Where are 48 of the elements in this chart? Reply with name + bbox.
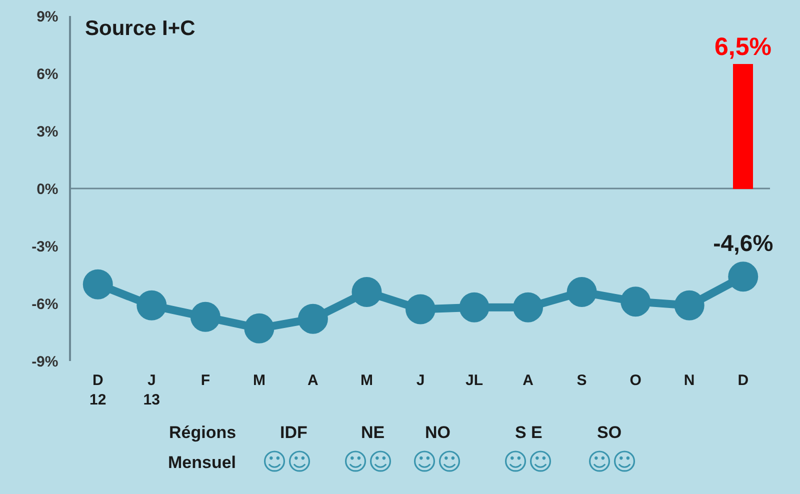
text: Régions	[169, 423, 236, 442]
point	[136, 290, 167, 320]
point	[728, 262, 758, 292]
point	[352, 277, 382, 307]
text: SO	[597, 423, 622, 442]
point	[459, 292, 490, 322]
y-tick-label: 9%	[36, 8, 58, 26]
x-tick-label: O	[630, 372, 642, 389]
point	[566, 277, 597, 307]
point	[513, 292, 544, 322]
point	[674, 290, 704, 320]
text: ☺☺	[343, 448, 394, 476]
x-tick-label: J 13	[143, 372, 160, 408]
x-tick-label: F	[200, 372, 210, 389]
x-tick-label: S	[576, 372, 587, 389]
x-tick-label: JL	[466, 372, 484, 389]
point	[620, 286, 651, 317]
text: ☺☺	[262, 448, 312, 476]
x-tick-label: D 12	[90, 372, 106, 408]
text: IDF	[280, 423, 308, 442]
text: NE	[361, 423, 385, 442]
x-tick-label: M	[360, 372, 373, 389]
y-tick-label: -9%	[32, 353, 58, 370]
y-tick-label: 3%	[36, 123, 58, 140]
annotation: Source I+C	[85, 17, 196, 40]
point	[244, 313, 274, 344]
data-label: -4,6%	[713, 230, 774, 256]
point	[82, 269, 113, 300]
point	[406, 294, 436, 324]
y-tick-label: -3%	[32, 238, 58, 256]
x-tick-label: M	[252, 372, 266, 389]
x-tick-label: A	[308, 372, 319, 389]
text: Mensuel	[168, 453, 236, 472]
point	[190, 302, 220, 332]
text: S E	[515, 423, 542, 442]
x-tick-label: D	[738, 372, 749, 389]
text: NO	[425, 423, 450, 442]
text: ☺☺	[503, 448, 554, 476]
data-label: 6,5%	[714, 33, 772, 61]
text: ☺☺	[587, 448, 638, 476]
y-tick-label: -6%	[32, 296, 58, 313]
y-tick-label: 0%	[36, 180, 58, 198]
y-tick-label: 6%	[36, 66, 58, 83]
point	[298, 304, 328, 334]
x-tick-label: A	[522, 372, 534, 389]
x-tick-label: N	[684, 372, 695, 389]
text: ☺☺	[412, 448, 462, 476]
x-tick-label: J	[416, 372, 425, 389]
